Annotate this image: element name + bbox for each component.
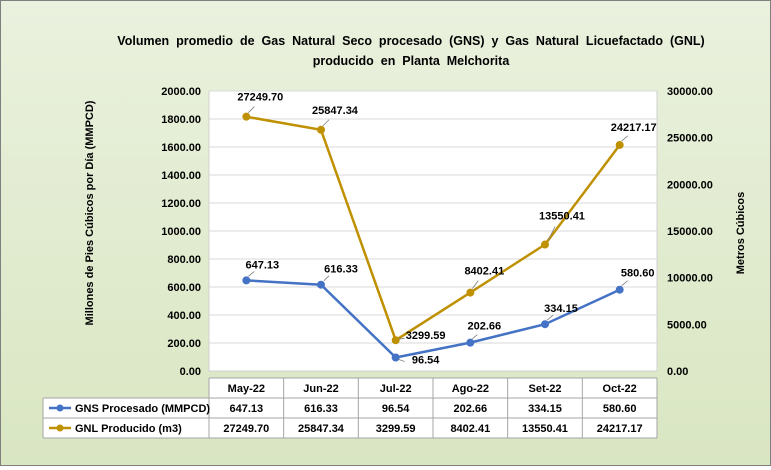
left-tick-label: 1000.00 [161, 226, 201, 238]
left-tick-label: 2000.00 [161, 86, 201, 98]
data-label: 25847.34 [312, 105, 359, 117]
leader-line [323, 275, 330, 281]
data-label: 202.66 [468, 321, 502, 333]
chart-title-line-2: producido en Planta Melchorita [313, 54, 511, 68]
left-tick-label: 1200.00 [161, 198, 201, 210]
data-label: 8402.41 [464, 266, 504, 278]
data-label: 3299.59 [406, 330, 446, 342]
table-cell-value: 3299.59 [376, 423, 416, 435]
table-cell-value: 580.60 [603, 403, 637, 415]
grid-lines [209, 90, 657, 344]
right-tick-label: 20000.00 [667, 179, 713, 191]
left-tick-label: 600.00 [167, 282, 201, 294]
chart-title-line-1: Volumen promedio de Gas Natural Seco pro… [117, 34, 704, 48]
leader-line [248, 271, 255, 277]
legend-series-name: GNL Producido (m3) [75, 423, 182, 435]
table-cell-value: 24217.17 [597, 423, 643, 435]
category-label: Jun-22 [303, 383, 338, 395]
leader-line [621, 135, 628, 142]
right-axis-label: Metros Cúbicos [735, 192, 747, 275]
leader-line [248, 106, 255, 113]
table-cell-value: 647.13 [230, 403, 264, 415]
data-label: 616.33 [324, 264, 358, 276]
series-point [466, 288, 475, 297]
category-label: Set-22 [528, 383, 561, 395]
data-label: 647.13 [246, 259, 280, 271]
leader-line [472, 334, 478, 339]
series-point [615, 140, 624, 149]
left-tick-label: 1400.00 [161, 170, 201, 182]
series-point [242, 112, 251, 121]
series-line-2 [246, 115, 621, 343]
series-layer: 647.13 616.33 96.54 202.66 334.15 580.60 27249… [237, 92, 656, 367]
category-label: Oct-22 [603, 383, 637, 395]
series-line-1 [246, 279, 621, 359]
legend-series-name: GNS Procesado (MMPCD) [75, 403, 210, 415]
leader-line [322, 119, 330, 127]
series-point [615, 285, 624, 294]
left-tick-label: 1600.00 [161, 142, 201, 154]
table-cell-value: 616.33 [304, 403, 338, 415]
right-tick-label: 30000.00 [667, 86, 713, 98]
left-axis-label: Millones de Pies Cúbicos por Día (MMPCD) [84, 100, 96, 325]
legend-swatch-marker [56, 424, 64, 432]
series-point [242, 276, 251, 285]
left-tick-label: 1800.00 [161, 114, 201, 126]
series-point [391, 353, 400, 362]
category-label: Ago-22 [452, 383, 489, 395]
left-tick-label: 0.00 [180, 366, 201, 378]
data-label: 334.15 [544, 303, 578, 315]
data-label: 24217.17 [611, 122, 657, 134]
category-label: Jul-22 [380, 383, 412, 395]
data-label: 13550.41 [539, 211, 585, 223]
right-tick-label: 15000.00 [667, 226, 713, 238]
left-tick-label: 200.00 [167, 338, 201, 350]
series-point [317, 280, 325, 289]
table-cell-value: 334.15 [528, 403, 562, 415]
series-point [317, 125, 325, 134]
left-tick-label: 800.00 [167, 254, 201, 266]
right-tick-label: 25000.00 [667, 133, 713, 145]
table-cell-value: 25847.34 [298, 423, 345, 435]
table-cell-value: 96.54 [382, 403, 410, 415]
leader-line [547, 226, 556, 241]
table-cell-value: 8402.41 [450, 423, 490, 435]
data-table: May-22 Jun-22 Jul-22 Ago-22 Set-22 Oct-22 GNS … [42, 377, 658, 439]
category-label: May-22 [228, 383, 265, 395]
data-label: 27249.70 [237, 92, 283, 104]
left-tick-label: 400.00 [167, 310, 201, 322]
table-cell-value: 27249.70 [223, 423, 269, 435]
data-label: 96.54 [412, 354, 440, 366]
leader-line [398, 359, 405, 362]
right-tick-label: 0.00 [667, 366, 688, 378]
right-axis-ticks: 0.00 5000.00 10000.00 15000.00 20000.00 25000… [667, 86, 713, 378]
table-cell-value: 202.66 [454, 403, 488, 415]
series-point [541, 240, 549, 249]
leader-line [621, 280, 628, 287]
leader-line [472, 280, 479, 289]
leader-line [546, 314, 554, 321]
leader-line [398, 337, 405, 340]
legend-swatch-marker [56, 404, 64, 412]
right-tick-label: 10000.00 [667, 273, 713, 285]
table-cell-value: 13550.41 [522, 423, 568, 435]
right-tick-label: 5000.00 [667, 319, 707, 331]
series-point [541, 320, 549, 329]
data-label: 580.60 [621, 268, 655, 280]
left-axis-ticks: 0.00 200.00 400.00 600.00 800.00 1000.00 1200.… [161, 86, 201, 378]
series-point [391, 336, 400, 345]
series-point [466, 338, 475, 347]
